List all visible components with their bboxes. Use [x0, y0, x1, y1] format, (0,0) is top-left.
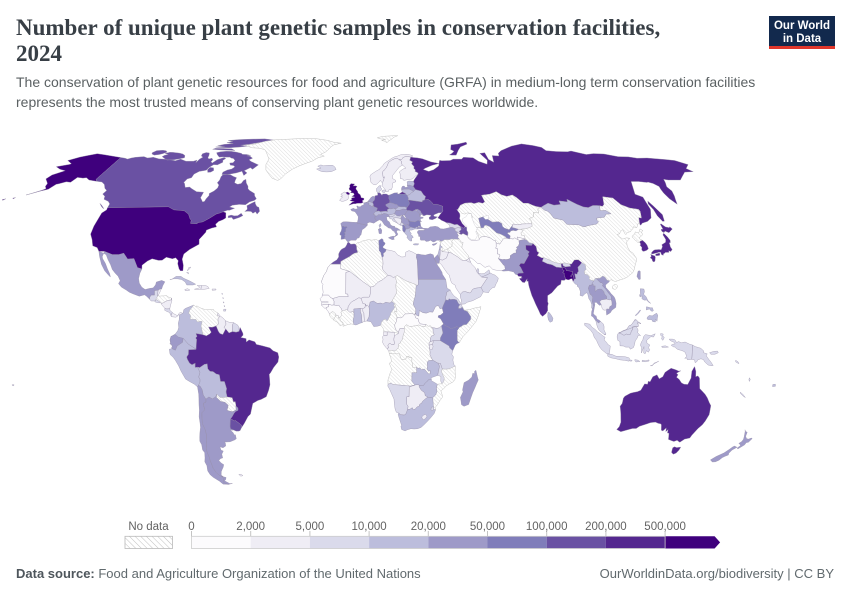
svg-text:10,000: 10,000	[352, 521, 387, 533]
svg-text:50,000: 50,000	[470, 521, 505, 533]
svg-text:No data: No data	[128, 521, 169, 533]
svg-text:100,000: 100,000	[526, 521, 568, 533]
svg-text:20,000: 20,000	[411, 521, 446, 533]
svg-text:500,000: 500,000	[644, 521, 686, 533]
svg-text:200,000: 200,000	[585, 521, 627, 533]
svg-text:0: 0	[188, 521, 194, 533]
svg-text:5,000: 5,000	[296, 521, 325, 533]
svg-text:2,000: 2,000	[236, 521, 265, 533]
